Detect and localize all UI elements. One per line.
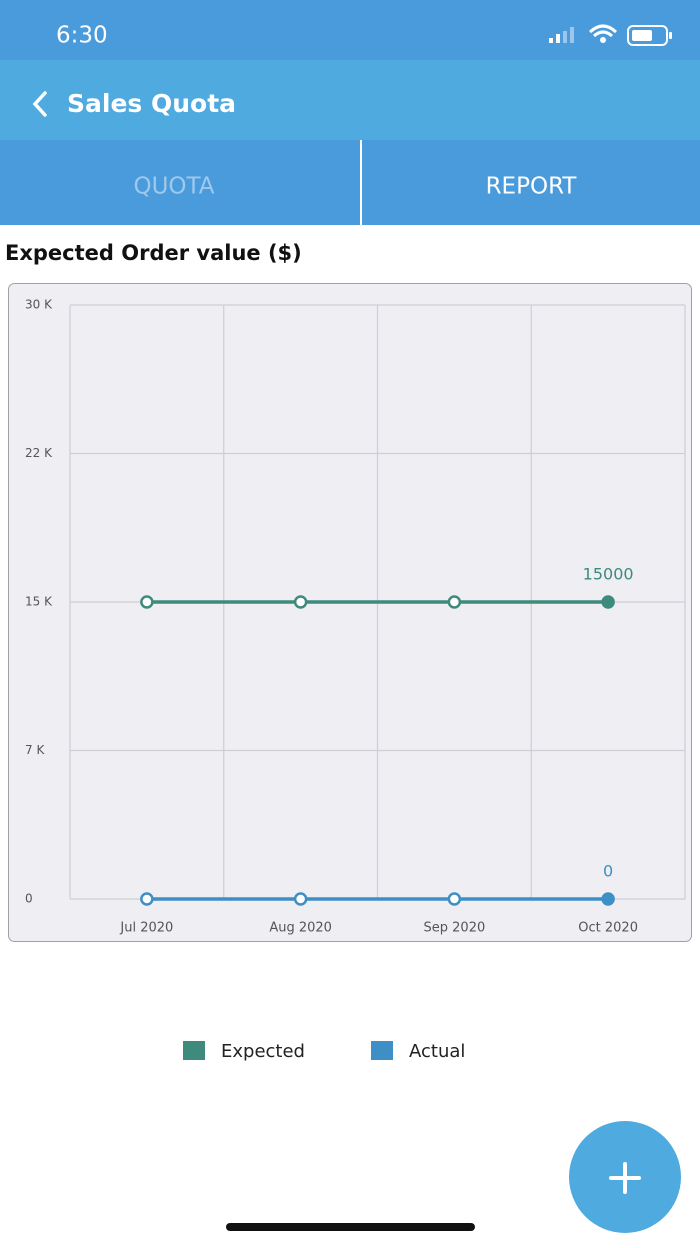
status-bar: [0, 0, 700, 60]
header-title: Sales Quota: [67, 89, 236, 118]
status-icons: [549, 24, 672, 46]
data-label: 15000: [583, 565, 634, 584]
battery: [627, 25, 668, 46]
signal-bar: [570, 27, 574, 43]
tab-label[interactable]: QUOTA: [133, 174, 214, 200]
data-point: [601, 892, 615, 906]
legend-swatch: [371, 1041, 393, 1060]
home-indicator: [226, 1223, 475, 1231]
back-button[interactable]: [32, 91, 47, 117]
x-tick-label: Oct 2020: [578, 921, 638, 936]
x-tick-label: Jul 2020: [119, 921, 173, 936]
y-tick-label: 30 K: [25, 298, 53, 312]
status-time: 6:30: [56, 23, 108, 49]
legend-label: Expected: [221, 1041, 305, 1062]
signal-bar: [563, 31, 567, 43]
data-label: 0: [603, 862, 613, 881]
data-point: [140, 595, 154, 609]
signal-bar: [549, 38, 553, 43]
data-point: [293, 892, 308, 906]
wifi-icon: [588, 24, 618, 38]
add-icon: [609, 1162, 641, 1194]
battery-level: [632, 30, 652, 41]
data-point: [447, 595, 462, 609]
tab-bar: [0, 140, 700, 225]
data-point: [140, 892, 154, 906]
tabs: QUOTA REPORT: [133, 174, 577, 200]
tab-label[interactable]: REPORT: [486, 174, 578, 200]
signal-bar: [556, 34, 560, 43]
y-tick-label: 0: [25, 892, 33, 906]
battery-tip: [669, 32, 672, 39]
y-tick-label: 22 K: [25, 446, 53, 460]
data-point: [293, 595, 308, 609]
chart-title: Expected Order value ($): [5, 241, 302, 265]
legend-label: Actual: [409, 1041, 465, 1062]
app-header: [0, 60, 700, 140]
y-tick-label: 7 K: [25, 743, 45, 757]
legend-swatch: [183, 1041, 205, 1060]
chart-panel: [8, 283, 692, 942]
y-tick-label: 15 K: [25, 595, 53, 609]
data-point: [447, 892, 462, 906]
data-point: [601, 595, 615, 609]
plot: 0 7 K 15 K 22 K 30 K Jul 2020 Aug 2020 Sep 2020…: [25, 298, 686, 936]
x-tick-label: Sep 2020: [424, 921, 486, 936]
wifi-dot: [600, 37, 606, 43]
x-tick-label: Aug 2020: [269, 921, 332, 936]
